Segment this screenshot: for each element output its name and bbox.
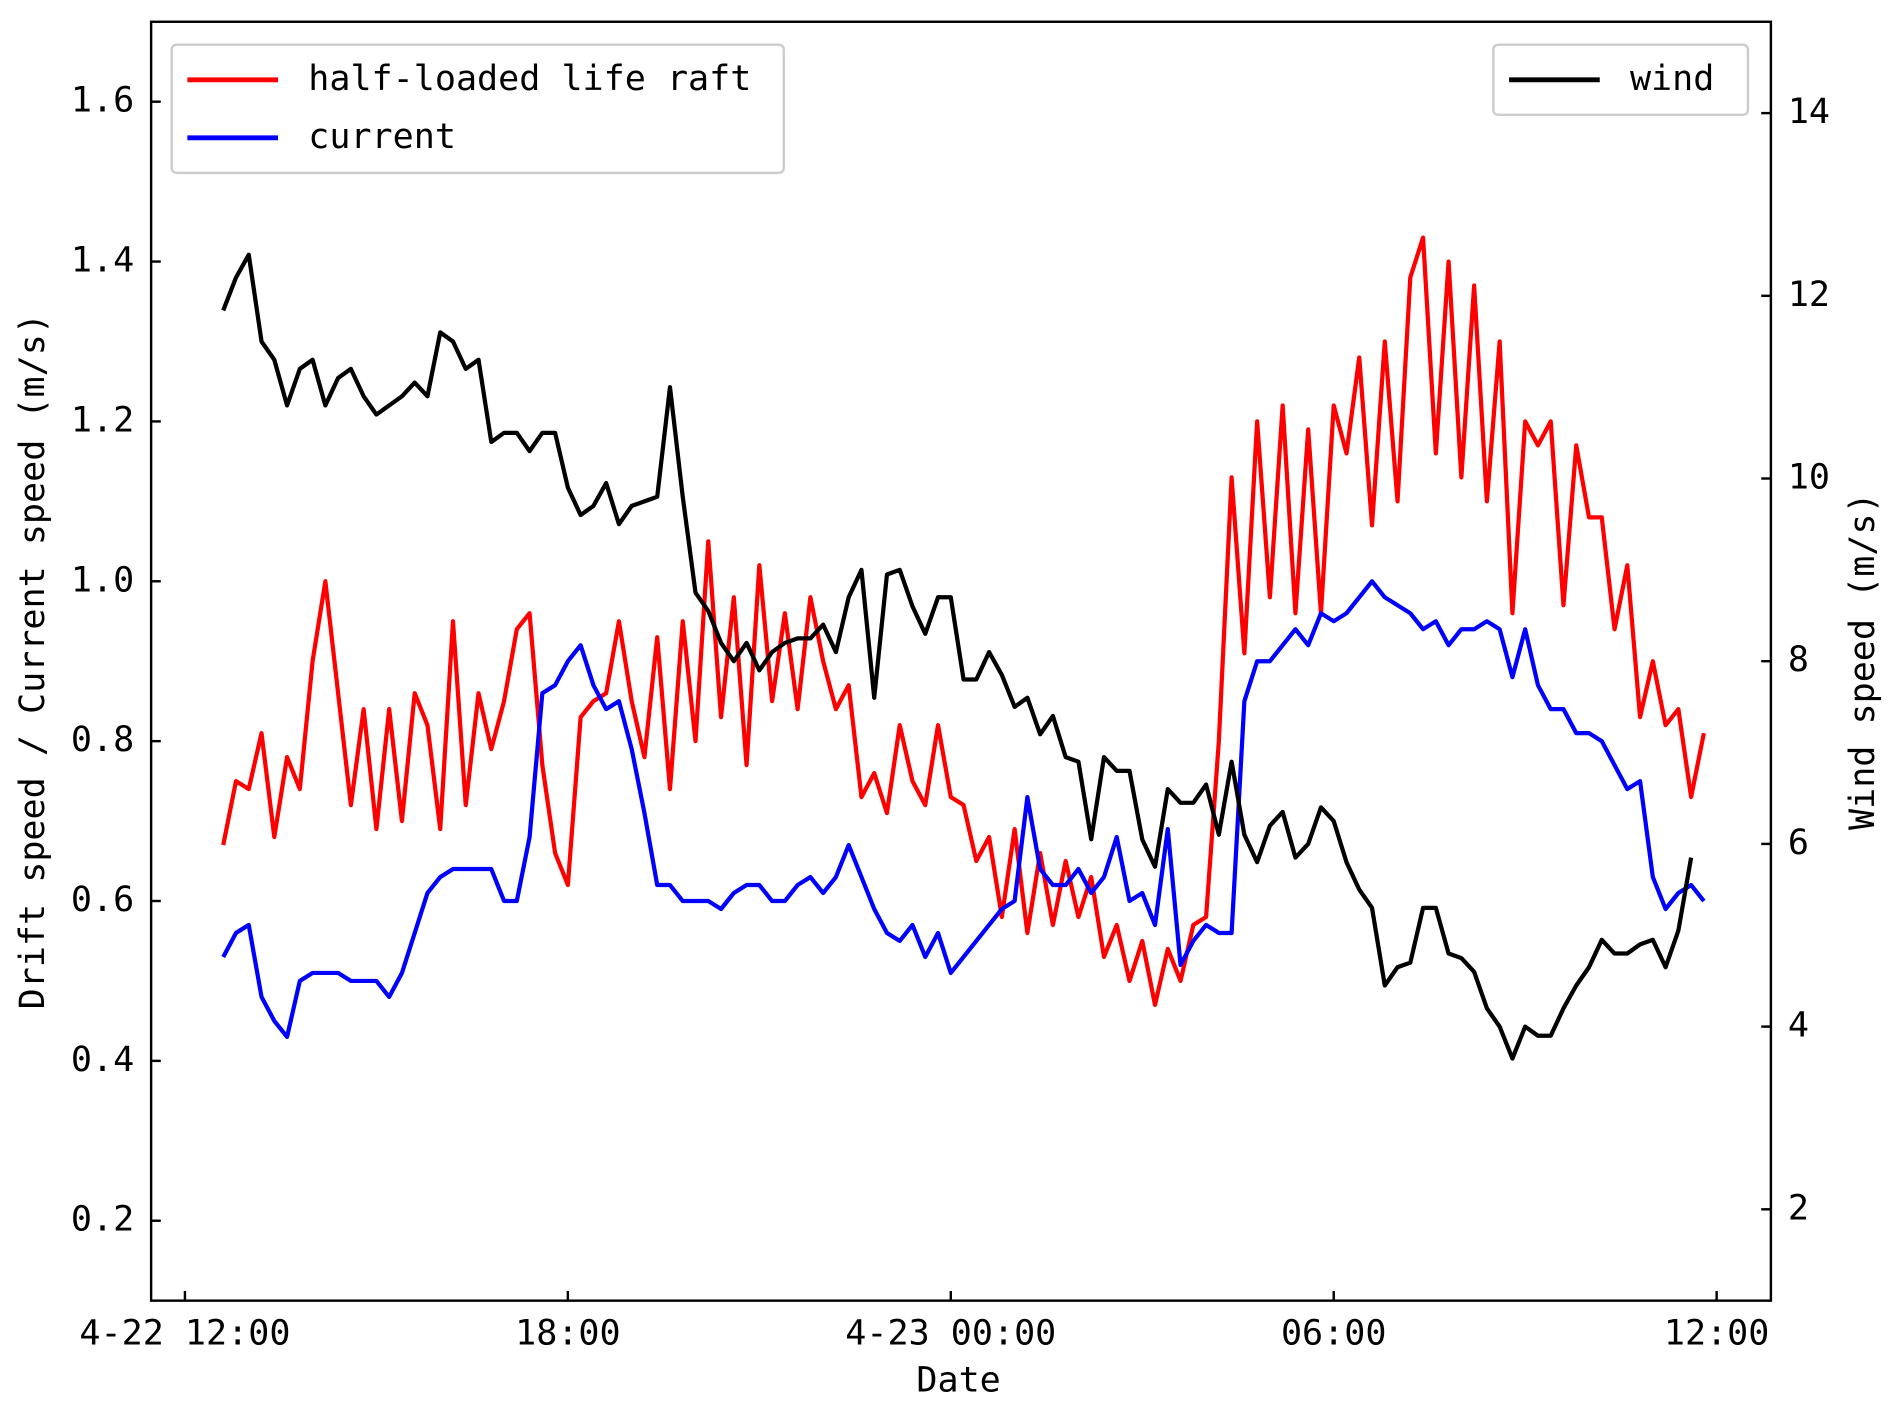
y-tick-label: 1.6 — [71, 80, 134, 121]
x-tick-label: 06:00 — [1281, 1313, 1387, 1354]
y-tick-label: 0.6 — [71, 879, 134, 920]
y-tick-label: 0.8 — [71, 719, 134, 760]
y2-tick-label: 6 — [1788, 822, 1809, 863]
series-line — [221, 235, 1706, 1008]
y2-tick-label: 12 — [1788, 274, 1830, 315]
y-axis-label: Drift speed / Current speed (m/s) — [12, 313, 53, 1009]
y2-tick-label: 4 — [1788, 1005, 1809, 1046]
plot-frame — [149, 20, 1773, 1302]
legend-box — [1492, 43, 1750, 117]
y-tick-label: 1.4 — [71, 240, 134, 281]
series-line — [221, 579, 1706, 1040]
y-tick-label: 1.2 — [71, 399, 134, 440]
y-tick-label: 0.4 — [71, 1039, 134, 1080]
x-axis-label: Date — [916, 1360, 1000, 1401]
y2-tick-label: 14 — [1788, 91, 1830, 132]
x-tick-label: 12:00 — [1664, 1313, 1770, 1354]
legend-label: wind — [1630, 58, 1714, 99]
y2-axis-label: Wind speed (m/s) — [1842, 492, 1883, 830]
series-line — [221, 252, 1694, 1061]
y-tick-label: 0.2 — [71, 1199, 134, 1240]
legend-label: current — [308, 116, 456, 157]
y2-tick-label: 2 — [1788, 1187, 1809, 1228]
y2-tick-label: 10 — [1788, 457, 1830, 498]
x-tick-label: 4-23 00:00 — [845, 1313, 1056, 1354]
y-tick-label: 1.0 — [71, 559, 134, 600]
x-tick-label: 4-22 12:00 — [79, 1313, 290, 1354]
legend-box — [170, 43, 786, 175]
legend-label: half-loaded life raft — [308, 58, 751, 99]
y2-tick-label: 8 — [1788, 639, 1809, 680]
x-tick-label: 18:00 — [515, 1313, 621, 1354]
